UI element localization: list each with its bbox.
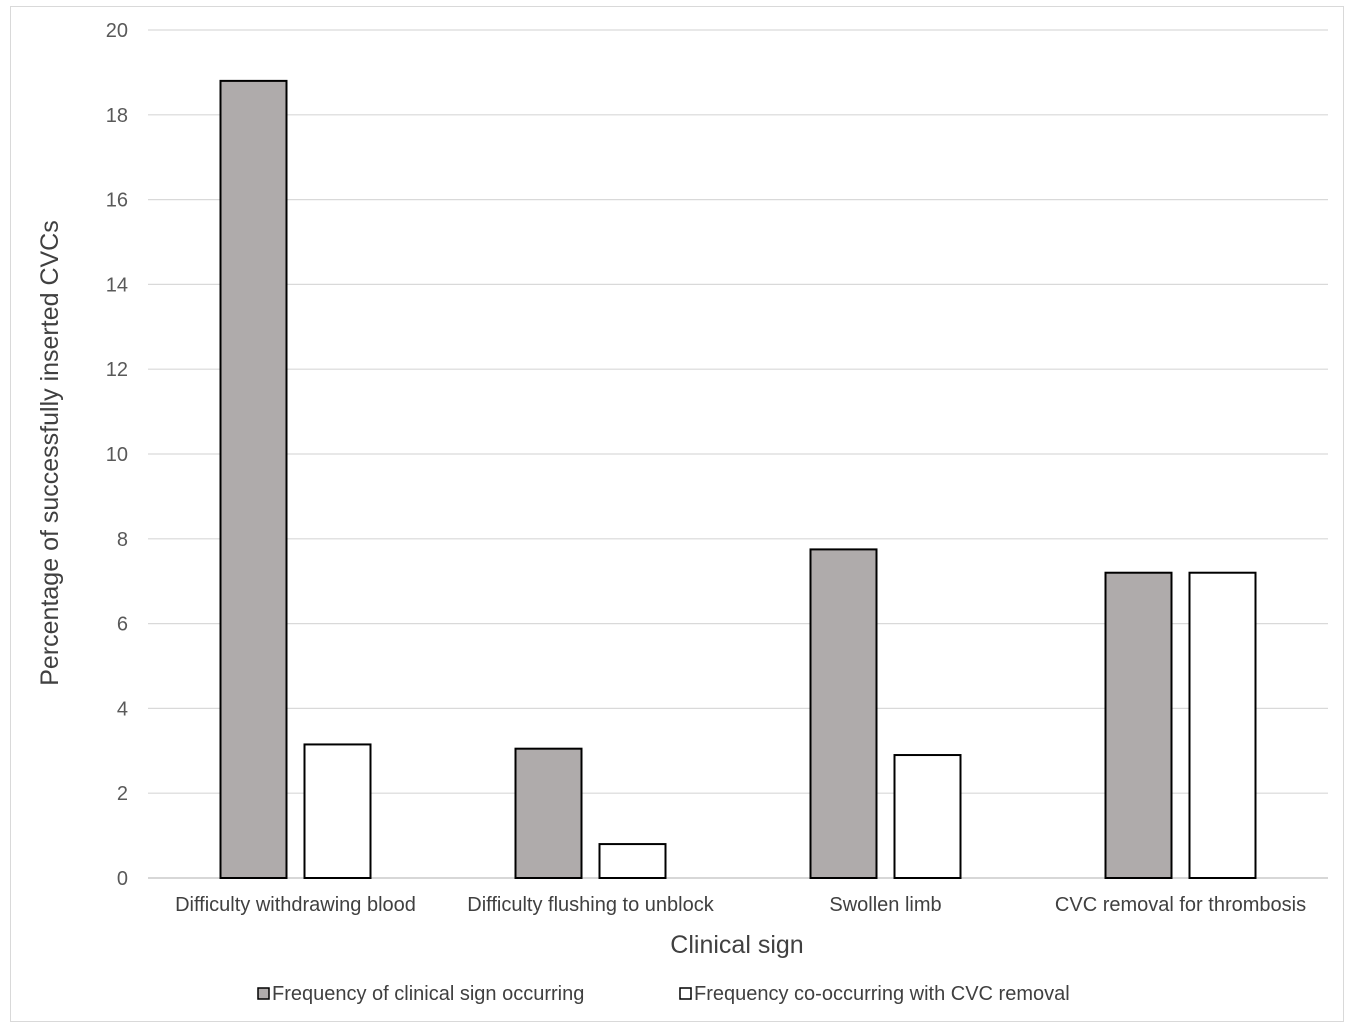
y-tick-label: 14 [106,274,128,296]
category-label: Swollen limb [829,894,941,916]
y-tick-label: 0 [117,868,128,890]
x-axis-title: Clinical sign [670,931,803,959]
y-tick-label: 6 [117,614,128,636]
bar-cvc-removal [893,754,962,879]
category-label: Difficulty flushing to unblock [467,894,714,916]
legend-label: Frequency of clinical sign occurring [272,983,584,1005]
legend-swatch [257,987,270,1000]
bar-cvc-removal [598,843,667,880]
y-axis-title: Percentage of successfully inserted CVCs [36,220,64,686]
bar-clinical-sign [1104,571,1173,879]
category-label: Difficulty withdrawing blood [175,894,416,916]
bar-clinical-sign [809,548,878,880]
bar-cvc-removal [1188,571,1257,879]
y-tick-label: 4 [117,698,128,720]
y-tick-label: 10 [106,444,128,466]
bars [219,79,1257,880]
y-tick-label: 20 [106,20,128,42]
y-tick-labels: 0 2 4 6 8 10 12 14 16 18 20 [106,20,128,890]
category-labels: Difficulty withdrawing blood Difficulty f… [175,894,1306,916]
y-tick-label: 12 [106,359,128,381]
category-label: CVC removal for thrombosis [1055,894,1306,916]
legend-swatch [679,987,692,1000]
legend-label: Frequency co-occurring with CVC removal [694,983,1070,1005]
bar-clinical-sign [219,79,288,879]
y-tick-label: 2 [117,783,128,805]
bar-cvc-removal [303,743,372,879]
y-tick-label: 8 [117,529,128,551]
y-tick-label: 16 [106,190,128,212]
legend: Frequency of clinical sign occurring Freq… [257,983,1070,1005]
y-tick-label: 18 [106,105,128,127]
bar-clinical-sign [514,747,583,879]
